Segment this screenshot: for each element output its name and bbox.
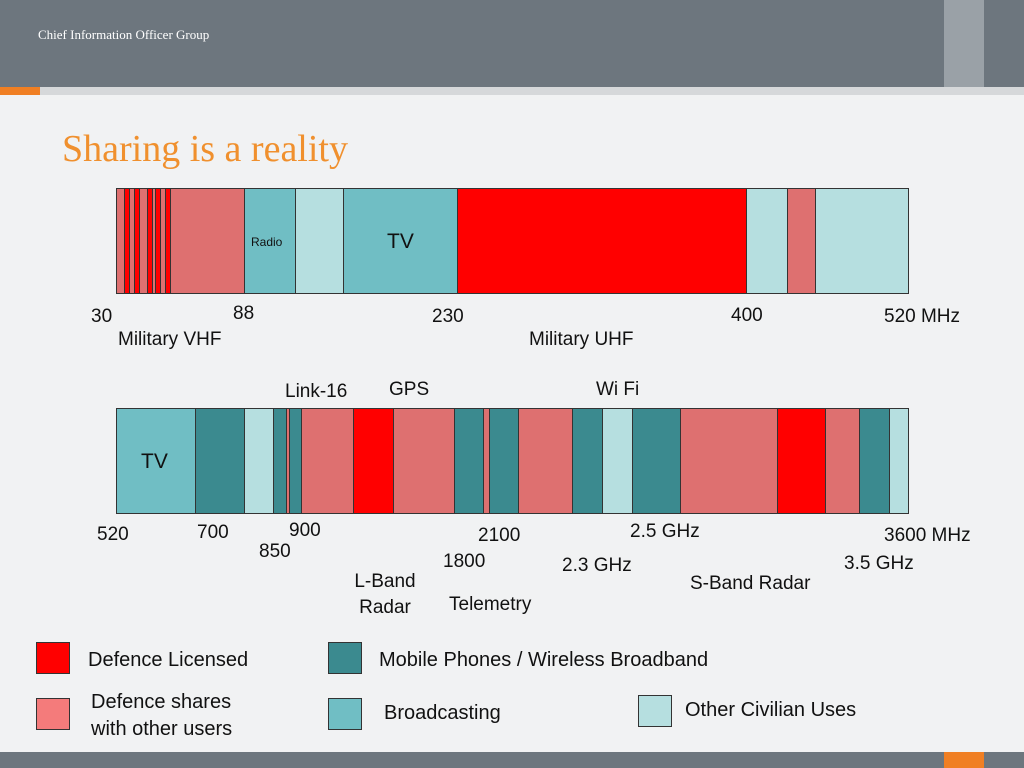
band2-segment-defence-shared — [393, 408, 455, 514]
organization-name: Chief Information Officer Group — [38, 27, 210, 42]
tv-label-band1: TV — [387, 230, 414, 253]
freq-700: 700 — [197, 522, 229, 543]
legend-label-defence-licensed: Defence Licensed — [88, 649, 249, 671]
band1-segment-other-civilian — [746, 188, 788, 294]
band2-segment-mobile — [572, 408, 603, 514]
band2-segment-mobile — [454, 408, 484, 514]
legend-label-mobile: Mobile Phones / Wireless Broadband — [379, 649, 709, 671]
freq-520: 520 — [97, 524, 129, 545]
slide-title: Sharing is a reality — [62, 128, 348, 170]
telemetry-label: Telemetry — [449, 594, 532, 615]
l-band-radar-label: L-Band Radar — [354, 571, 416, 618]
wifi-label: Wi Fi — [596, 379, 640, 400]
band2-segment-defence-shared — [301, 408, 354, 514]
freq-30: 30 — [91, 306, 113, 327]
header-accent-block — [944, 0, 984, 87]
header-gray-rule — [40, 87, 1024, 95]
band2-segment-other-civilian — [889, 408, 909, 514]
link-16-label: Link-16 — [285, 381, 348, 402]
legend-swatch-defence-shared — [36, 698, 70, 730]
legend-swatch-mobile — [328, 642, 362, 674]
legend-label-other-civilian: Other Civilian Uses — [685, 699, 857, 721]
band2-segment-defence-licensed — [353, 408, 394, 514]
legend-swatch-other-civilian — [638, 695, 672, 727]
military-vhf-label: Military VHF — [118, 329, 222, 350]
band2-segment-mobile — [632, 408, 681, 514]
band2-segment-mobile — [273, 408, 287, 514]
legend-label-defence-shared: Defence shares with other users — [91, 691, 233, 740]
band1-segment-other-civilian — [815, 188, 909, 294]
band1-segment-defence-licensed — [457, 188, 747, 294]
freq-1800: 1800 — [443, 551, 486, 572]
band2-segment-defence-shared — [518, 408, 573, 514]
freq-230: 230 — [432, 306, 464, 327]
band2-segment-defence-shared — [825, 408, 860, 514]
band2-segment-other-civilian — [244, 408, 274, 514]
band2-segment-mobile — [859, 408, 890, 514]
band1-segment-defence-shared — [787, 188, 816, 294]
band2-segment-defence-shared — [680, 408, 778, 514]
freq-520-mhz: 520 MHz — [884, 306, 961, 327]
band2-segment-mobile — [489, 408, 519, 514]
footer-orange-accent — [944, 752, 984, 768]
military-uhf-label: Military UHF — [529, 329, 634, 350]
freq-3-5-ghz: 3.5 GHz — [844, 553, 914, 574]
freq-3600-mhz: 3600 MHz — [884, 525, 971, 546]
header-orange-accent — [0, 87, 40, 95]
legend-swatch-defence-licensed — [36, 642, 70, 674]
band1-segment-other-civilian — [295, 188, 344, 294]
freq-2100: 2100 — [478, 525, 521, 546]
footer-bar — [0, 752, 1024, 768]
radio-label: Radio — [251, 235, 283, 249]
band1-segment-defence-shared — [170, 188, 245, 294]
s-band-radar-label: S-Band Radar — [690, 573, 811, 594]
freq-2-5-ghz: 2.5 GHz — [630, 521, 700, 542]
band2-segment-mobile — [195, 408, 245, 514]
freq-400: 400 — [731, 305, 763, 326]
legend-swatch-broadcasting — [328, 698, 362, 730]
spectrum-band-vhf-uhf — [116, 188, 909, 294]
band2-segment-defence-licensed — [777, 408, 826, 514]
spectrum-band-520-3600 — [116, 408, 909, 514]
gps-label: GPS — [389, 379, 430, 400]
band2-segment-other-civilian — [602, 408, 633, 514]
freq-2-3-ghz: 2.3 GHz — [562, 555, 632, 576]
header-bar — [0, 0, 1024, 87]
freq-900: 900 — [289, 520, 321, 541]
legend-label-broadcasting: Broadcasting — [384, 702, 501, 724]
tv-label-band2: TV — [141, 450, 168, 473]
freq-88: 88 — [233, 303, 255, 324]
freq-850: 850 — [259, 541, 291, 562]
